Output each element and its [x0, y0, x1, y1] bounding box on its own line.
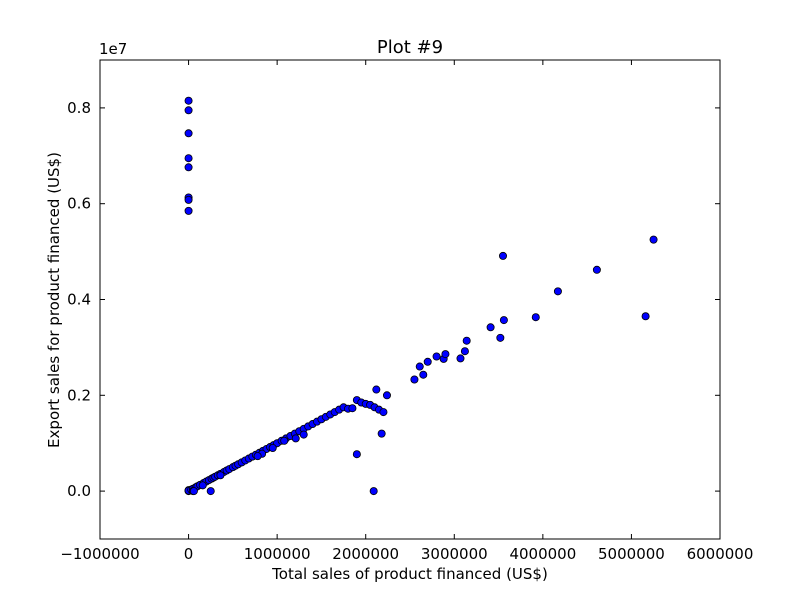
data-point — [641, 312, 650, 321]
data-point — [348, 404, 357, 413]
plot-area — [100, 60, 720, 539]
data-point — [649, 235, 658, 244]
data-point — [410, 375, 419, 384]
data-point — [291, 434, 300, 443]
x-tick-label: 5000000 — [598, 545, 665, 563]
chart-title: Plot #9 — [377, 37, 443, 58]
data-point — [184, 206, 193, 215]
data-point — [432, 352, 441, 361]
axis-ticks: −1000000 0 1000000 2000000 3000000 4000000 500… — [60, 60, 753, 563]
y-tick-label: 0.6 — [67, 195, 91, 213]
y-tick-label: 0.0 — [67, 482, 91, 500]
data-point — [415, 362, 424, 371]
data-point — [531, 313, 540, 322]
data-point — [280, 436, 289, 445]
data-point — [253, 452, 262, 461]
data-point — [189, 487, 198, 496]
data-point — [456, 354, 465, 363]
x-tick-label: 0 — [184, 545, 194, 563]
data-point — [592, 265, 601, 274]
y-tick-label: 0.8 — [67, 99, 91, 117]
x-tick-label: −1000000 — [60, 545, 139, 563]
data-point — [498, 251, 507, 260]
data-points — [184, 96, 658, 496]
data-point — [486, 323, 495, 332]
data-point — [184, 163, 193, 172]
x-tick-label: 6000000 — [687, 545, 754, 563]
data-point — [216, 471, 225, 480]
data-point — [419, 370, 428, 379]
x-axis-label: Total sales of product financed (US$) — [271, 565, 548, 583]
data-point — [369, 487, 378, 496]
data-point — [352, 450, 361, 459]
x-tick-label: 3000000 — [421, 545, 488, 563]
data-point — [382, 391, 391, 400]
data-point — [553, 287, 562, 296]
data-point — [499, 316, 508, 325]
data-point — [184, 106, 193, 115]
plot-frame — [99, 59, 721, 540]
data-point — [198, 481, 207, 490]
data-point — [379, 408, 388, 417]
y-tick-label: 0.2 — [67, 386, 91, 404]
y-axis-label: Export sales for product financed (US$) — [45, 152, 63, 448]
data-point — [377, 429, 386, 438]
data-point — [372, 385, 381, 394]
y-axis-offset-label: 1e7 — [99, 40, 127, 58]
data-point — [184, 96, 193, 105]
data-point — [184, 129, 193, 138]
data-point — [184, 154, 193, 163]
data-point — [268, 443, 277, 452]
data-point — [462, 336, 471, 345]
data-point — [460, 347, 469, 356]
data-point — [496, 333, 505, 342]
data-point — [184, 195, 193, 204]
data-point — [423, 357, 432, 366]
x-tick-label: 1000000 — [244, 545, 311, 563]
data-point — [441, 350, 450, 359]
y-tick-label: 0.4 — [67, 291, 91, 309]
x-tick-label: 4000000 — [509, 545, 576, 563]
data-point — [299, 430, 308, 439]
x-tick-label: 2000000 — [332, 545, 399, 563]
data-point — [206, 487, 215, 496]
